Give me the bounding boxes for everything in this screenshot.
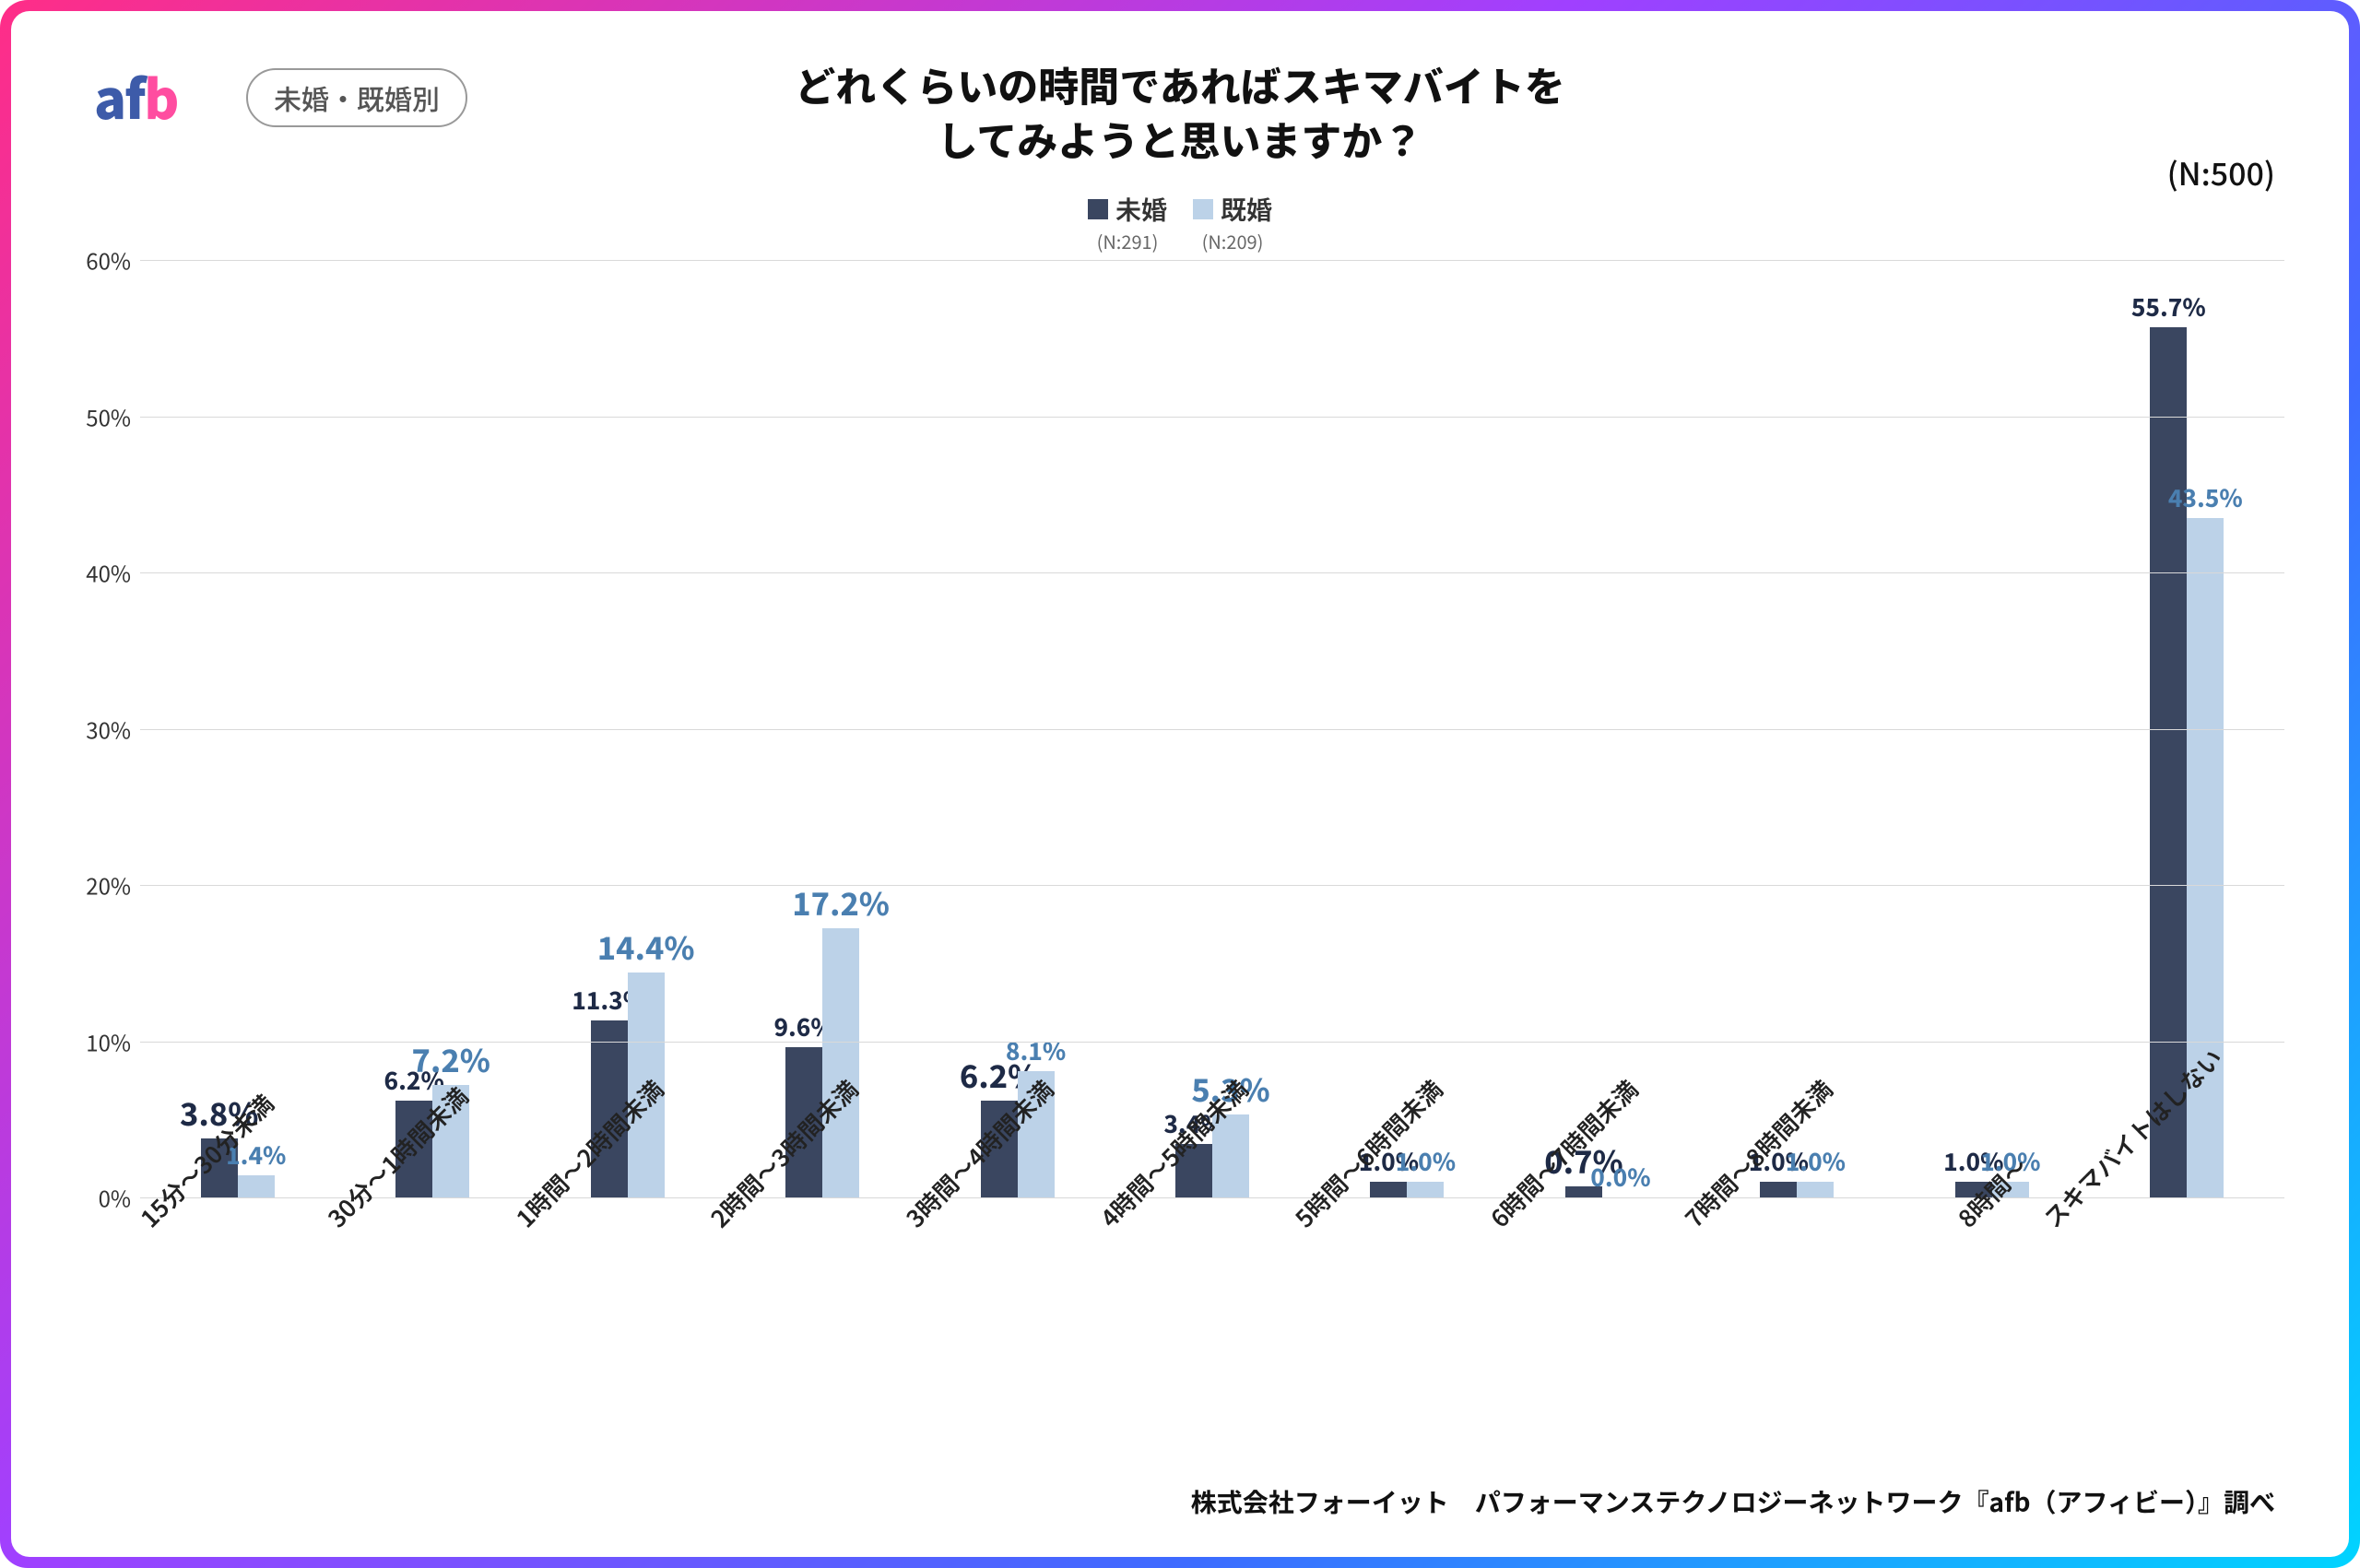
x-label-cell: 4時間～5時間未満 — [1115, 1197, 1309, 1437]
bar-married: 17.2% — [822, 928, 859, 1197]
grid-line — [140, 729, 2284, 730]
x-label-cell: 5時間～6時間未満 — [1310, 1197, 1504, 1437]
n-total: (N:500) — [2167, 149, 2275, 195]
bar-value-unmarried: 55.7% — [2131, 289, 2206, 327]
legend-label-married: 既婚 — [1221, 191, 1272, 228]
x-label-cell: 2時間～3時間未満 — [725, 1197, 919, 1437]
title-line-1: どれくらいの時間であればスキマバイトを — [795, 54, 1565, 113]
grid-line — [140, 1042, 2284, 1043]
legend-swatch-unmarried — [1088, 199, 1108, 219]
bar-value-married: 17.2% — [792, 879, 890, 928]
bar-married: 1.0% — [1797, 1182, 1834, 1197]
plot-area: 3.8%1.4%6.2%7.2%11.3%14.4%9.6%17.2%6.2%8… — [140, 260, 2284, 1197]
y-axis-label: 0% — [66, 1182, 131, 1214]
bar-value-married: 43.5% — [2168, 480, 2243, 518]
bar-unmarried: 1.0% — [1760, 1182, 1797, 1197]
chart-title: どれくらいの時間であればスキマバイトを してみようと思いますか？ — [11, 57, 2349, 167]
bar-value-married: 1.0% — [1786, 1144, 1846, 1182]
y-axis-label: 50% — [66, 400, 131, 432]
legend-label-unmarried: 未婚 — [1115, 191, 1167, 228]
grid-line — [140, 572, 2284, 573]
legend-item-unmarried: 未婚 (N:291) — [1088, 191, 1167, 254]
bar-value-married: 14.4% — [597, 924, 695, 973]
chart-card: a f b 未婚・既婚別 どれくらいの時間であればスキマバイトを してみようと思… — [11, 11, 2349, 1557]
legend-sub-married: (N:209) — [1202, 228, 1264, 254]
bar-unmarried: 1.0% — [1370, 1182, 1407, 1197]
y-axis-label: 30% — [66, 713, 131, 745]
x-label-cell: 7時間～8時間未満 — [1700, 1197, 1894, 1437]
legend-sub-unmarried: (N:291) — [1097, 228, 1159, 254]
grid-line — [140, 260, 2284, 261]
grid-line — [140, 885, 2284, 886]
x-label-cell: 6時間～7時間未満 — [1504, 1197, 1699, 1437]
chart-area: 3.8%1.4%6.2%7.2%11.3%14.4%9.6%17.2%6.2%8… — [57, 260, 2303, 1437]
x-label-cell: 30分～1時間未満 — [335, 1197, 529, 1437]
legend-item-married: 既婚 (N:209) — [1193, 191, 1272, 254]
x-axis-labels: 15分～30分未満30分～1時間未満1時間～2時間未満2時間～3時間未満3時間～… — [140, 1197, 2284, 1437]
y-axis-label: 60% — [66, 244, 131, 277]
bar-value-married: 7.2% — [412, 1036, 490, 1085]
bar-married: 1.0% — [1407, 1182, 1444, 1197]
x-label-cell: スキマバイトはしない — [2090, 1197, 2284, 1437]
grid-line — [140, 417, 2284, 418]
legend-swatch-married — [1193, 199, 1213, 219]
bar-value-married: 1.0% — [1396, 1144, 1456, 1182]
y-axis-label: 10% — [66, 1025, 131, 1057]
bar-value-married: 0.0% — [1590, 1160, 1650, 1197]
y-axis-label: 20% — [66, 869, 131, 902]
y-axis-label: 40% — [66, 557, 131, 589]
x-label-cell: 3時間～4時間未満 — [920, 1197, 1115, 1437]
title-line-2: してみようと思いますか？ — [938, 109, 1423, 168]
bar-value-married: 8.1% — [1006, 1033, 1066, 1071]
gradient-frame: a f b 未婚・既婚別 どれくらいの時間であればスキマバイトを してみようと思… — [0, 0, 2360, 1568]
legend: 未婚 (N:291) 既婚 (N:209) — [11, 191, 2349, 254]
credit-line: 株式会社フォーイット パフォーマンステクノロジーネットワーク『afb（アフィビー… — [1191, 1483, 2275, 1520]
bar-married: 1.4% — [238, 1175, 275, 1197]
x-label-cell: 1時間～2時間未満 — [530, 1197, 725, 1437]
x-label-cell: 15分～30分未満 — [140, 1197, 335, 1437]
